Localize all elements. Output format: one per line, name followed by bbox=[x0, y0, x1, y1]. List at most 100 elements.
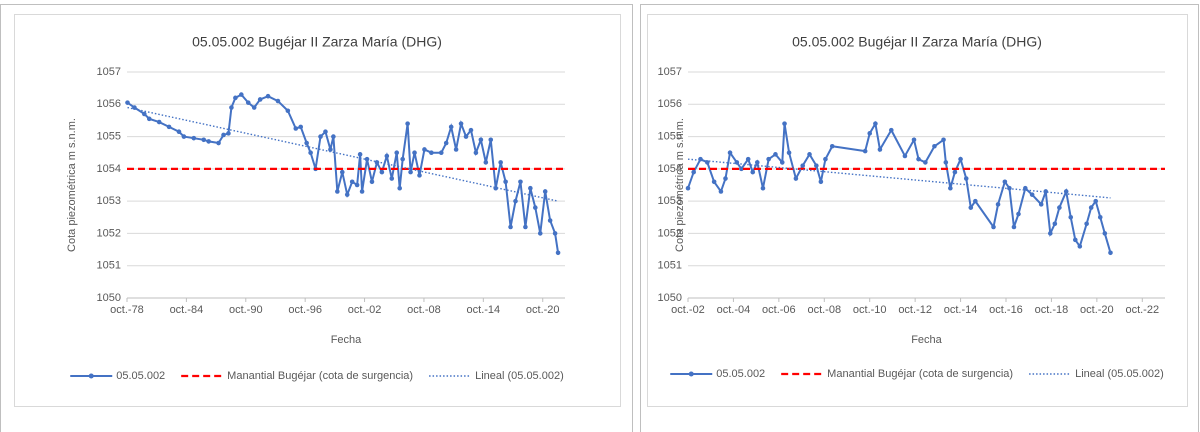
data-point bbox=[727, 150, 733, 156]
x-tick-label: oct.-14 bbox=[467, 304, 501, 316]
x-tick-label: oct.-02 bbox=[671, 304, 705, 316]
data-point bbox=[867, 131, 873, 136]
data-point bbox=[1097, 214, 1103, 220]
data-point bbox=[1068, 214, 1074, 220]
x-tick-label: oct.-16 bbox=[989, 304, 1023, 316]
y-tick-label: 1056 bbox=[97, 98, 121, 110]
x-tick-label: oct.-10 bbox=[853, 304, 887, 316]
y-tick-label: 1050 bbox=[658, 292, 682, 304]
y-tick-label: 1054 bbox=[658, 163, 682, 175]
data-point bbox=[718, 189, 724, 194]
y-tick-label: 1053 bbox=[97, 195, 121, 207]
data-point bbox=[873, 121, 878, 126]
data-point bbox=[555, 250, 561, 256]
data-point bbox=[923, 160, 928, 165]
data-point bbox=[902, 153, 908, 159]
y-tick-label: 1052 bbox=[658, 227, 682, 239]
data-point bbox=[257, 97, 263, 102]
data-point bbox=[711, 179, 717, 185]
data-point bbox=[1063, 189, 1069, 194]
data-point bbox=[963, 176, 969, 181]
x-tick-label: oct.-06 bbox=[762, 304, 796, 316]
data-point bbox=[513, 198, 518, 204]
data-point bbox=[1011, 224, 1017, 230]
x-axis-label: Fecha bbox=[911, 334, 942, 346]
y-tick-label: 1057 bbox=[658, 66, 682, 78]
x-tick-label: oct.-20 bbox=[1080, 304, 1114, 316]
data-point bbox=[943, 160, 949, 165]
x-tick-label: oct.-08 bbox=[807, 304, 841, 316]
data-point bbox=[233, 95, 238, 101]
y-tick-label: 1055 bbox=[658, 130, 682, 142]
data-point bbox=[293, 126, 299, 131]
data-point bbox=[750, 169, 756, 175]
data-point bbox=[542, 189, 548, 194]
legend-label: 05.05.002 bbox=[716, 368, 765, 380]
data-point bbox=[304, 140, 309, 146]
x-tick-label: oct.-08 bbox=[407, 304, 441, 316]
data-point bbox=[125, 100, 130, 105]
data-point bbox=[331, 134, 336, 139]
data-point bbox=[547, 218, 553, 223]
y-axis-label: Cota piezométrica m s.n.m. bbox=[674, 118, 686, 252]
x-tick-label: oct.-20 bbox=[526, 304, 560, 316]
data-point bbox=[397, 185, 402, 191]
data-point bbox=[518, 179, 523, 185]
data-point bbox=[429, 150, 434, 156]
data-point bbox=[958, 156, 963, 162]
data-point bbox=[384, 153, 390, 159]
y-axis-label: Cota piezométrica m s.n.m. bbox=[66, 118, 78, 252]
chart: 05.05.002 Bugéjar II Zarza María (DHG) 10… bbox=[658, 34, 1165, 380]
chart-title: 05.05.002 Bugéjar II Zarza María (DHG) bbox=[192, 34, 442, 50]
y-tick-label: 1055 bbox=[97, 130, 121, 142]
data-point bbox=[335, 189, 340, 194]
data-point bbox=[862, 148, 868, 154]
data-point bbox=[265, 93, 271, 99]
legend-label: 05.05.002 bbox=[116, 370, 165, 382]
data-point bbox=[323, 129, 328, 135]
chart-title: 05.05.002 Bugéjar II Zarza María (DHG) bbox=[792, 34, 1042, 50]
data-point bbox=[422, 147, 427, 152]
x-tick-label: oct.-90 bbox=[229, 304, 263, 316]
data-point bbox=[807, 152, 812, 157]
x-tick-label: oct.-04 bbox=[717, 304, 751, 316]
data-point bbox=[739, 166, 744, 172]
data-point bbox=[829, 143, 835, 149]
data-point bbox=[503, 179, 508, 185]
data-point bbox=[723, 176, 728, 181]
x-tick-label: oct.-96 bbox=[288, 304, 322, 316]
data-point bbox=[412, 150, 417, 156]
chart: 05.05.002 Bugéjar II Zarza María (DHG) 10… bbox=[66, 34, 565, 382]
data-point bbox=[146, 116, 152, 122]
data-point bbox=[1093, 198, 1099, 204]
y-tick-label: 1057 bbox=[97, 66, 121, 78]
data-point bbox=[1108, 250, 1113, 256]
data-point bbox=[142, 111, 147, 117]
data-point bbox=[1084, 221, 1089, 227]
x-tick-label: oct.-18 bbox=[1035, 304, 1069, 316]
data-point bbox=[1077, 244, 1083, 249]
data-point bbox=[374, 160, 380, 165]
data-point bbox=[800, 163, 806, 168]
data-point bbox=[181, 134, 187, 139]
data-point bbox=[275, 98, 281, 104]
data-point bbox=[1023, 185, 1028, 191]
data-point bbox=[793, 176, 799, 181]
data-point bbox=[995, 202, 1001, 207]
x-tick-label: oct.-14 bbox=[944, 304, 978, 316]
x-tick-label: oct.-84 bbox=[170, 304, 204, 316]
legend-label: Lineal (05.05.002) bbox=[475, 370, 564, 382]
x-tick-label: oct.-22 bbox=[1125, 304, 1159, 316]
data-point bbox=[786, 150, 792, 156]
data-point bbox=[478, 137, 484, 143]
legend-label: Lineal (05.05.002) bbox=[1075, 368, 1164, 380]
data-point bbox=[443, 140, 449, 146]
data-point bbox=[318, 134, 323, 139]
y-tick-label: 1050 bbox=[97, 292, 121, 304]
data-point bbox=[389, 176, 395, 181]
y-tick-label: 1054 bbox=[97, 163, 121, 175]
legend-marker bbox=[688, 371, 694, 377]
x-tick-label: oct.-78 bbox=[110, 304, 144, 316]
data-point bbox=[438, 150, 444, 156]
